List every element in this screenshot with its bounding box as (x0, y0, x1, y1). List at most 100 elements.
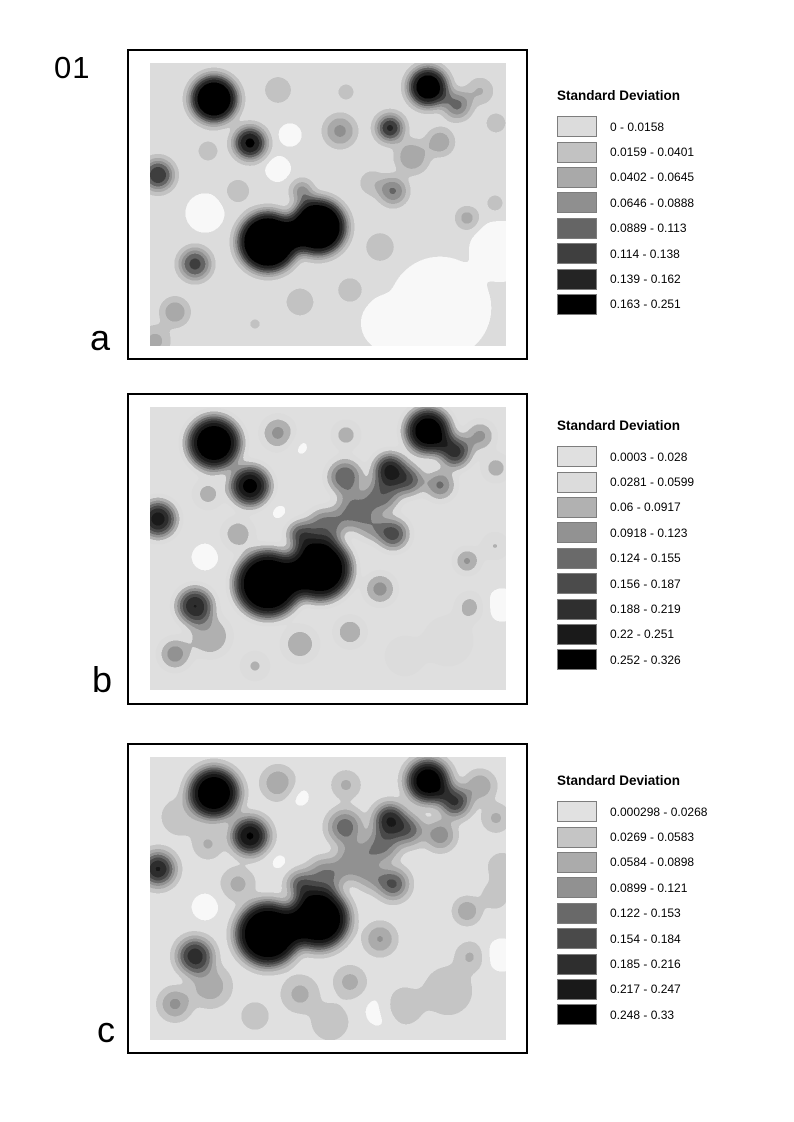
map-blob (289, 523, 311, 545)
map-frame-c (127, 743, 528, 1054)
map-blob (392, 260, 488, 346)
map-blob (150, 327, 169, 346)
map-blob (441, 788, 469, 816)
map-blob (223, 519, 253, 549)
legend-range-label: 0.217 - 0.247 (610, 982, 681, 997)
legend-row: 0.0918 - 0.123 (557, 520, 757, 545)
legend-swatch (557, 573, 597, 595)
panel-label-c: c (97, 1009, 115, 1050)
map-blob (424, 617, 472, 665)
legend-row: 0.185 - 0.216 (557, 951, 757, 976)
map-blob (189, 768, 239, 818)
map-blob (385, 636, 425, 676)
map-blob (485, 112, 506, 134)
legend-range-label: 0.0269 - 0.0583 (610, 830, 695, 845)
legend-swatch (557, 522, 597, 544)
legend-row: 0.000298 - 0.0268 (557, 799, 757, 824)
map-blob (234, 127, 266, 159)
legend-rows-c: 0.000298 - 0.0268 0.0269 - 0.0583 0.0584 -… (557, 799, 757, 1028)
panel-label-a: a (90, 317, 111, 358)
map-blob (237, 211, 299, 273)
legend-swatch (557, 649, 597, 671)
legend-range-label: 0.114 - 0.138 (610, 246, 680, 261)
map-blob (375, 455, 405, 485)
map-blob (162, 299, 188, 325)
legend-range-label: 0.122 - 0.153 (610, 906, 681, 921)
map-blob (325, 116, 355, 146)
legend-range-label: 0.0918 - 0.123 (610, 525, 688, 540)
map-blob (329, 461, 361, 493)
legend-swatch (557, 801, 597, 823)
map-blob (178, 939, 212, 973)
map-blob (427, 822, 453, 848)
legend-swatch (557, 496, 597, 518)
legend-row: 0.0899 - 0.121 (557, 875, 757, 900)
legend-swatch (557, 623, 597, 645)
legend-rows-a: 0 - 0.0158 0.0159 - 0.0401 0.0402 - 0.0645… (557, 114, 757, 317)
map-blob (457, 594, 483, 620)
legend-range-label: 0.06 - 0.0917 (610, 500, 681, 515)
map-blob (150, 502, 175, 536)
map-blob (336, 968, 364, 996)
stddev-map-a (150, 63, 506, 346)
map-blob (364, 297, 416, 346)
legend-swatch (557, 1004, 597, 1026)
map-blob (337, 843, 373, 879)
map-blob (334, 423, 358, 447)
legend-range-label: 0.154 - 0.184 (610, 931, 681, 946)
map-blob (310, 1002, 350, 1040)
map-blob (224, 177, 252, 205)
legend-swatch (557, 471, 597, 493)
legend-range-label: 0.0584 - 0.0898 (610, 855, 695, 870)
map-blob (366, 829, 398, 861)
map-blob (457, 901, 477, 921)
legend-range-label: 0.0646 - 0.0888 (610, 195, 695, 210)
legend-range-label: 0.139 - 0.162 (610, 272, 681, 287)
legend-row: 0.188 - 0.219 (557, 596, 757, 621)
map-blob (441, 438, 469, 466)
map-blob (243, 312, 267, 336)
legend-swatch (557, 268, 597, 290)
legend-swatch (557, 902, 597, 924)
legend-swatch (557, 166, 597, 188)
legend-range-label: 0.0281 - 0.0599 (610, 475, 695, 490)
map-blob (406, 409, 450, 453)
map-blob (178, 589, 212, 623)
map-blob (329, 811, 361, 843)
map-blob (444, 92, 470, 118)
legend-title-b: Standard Deviation (557, 418, 681, 433)
legend-swatch (557, 243, 597, 265)
legend-rows-b: 0.0003 - 0.028 0.0281 - 0.0599 0.06 - 0.09… (557, 444, 757, 673)
panel-label-b: b (92, 659, 113, 700)
legend-row: 0.122 - 0.153 (557, 901, 757, 926)
legend-row: 0.139 - 0.162 (557, 266, 757, 291)
map-blob (379, 520, 407, 548)
legend-row: 0.163 - 0.251 (557, 292, 757, 317)
map-blob (468, 79, 492, 103)
map-blob (263, 418, 293, 448)
map-blob (424, 967, 472, 1015)
map-blob (334, 773, 358, 797)
legend-title-a: Standard Deviation (557, 88, 681, 103)
map-blob (288, 785, 312, 809)
legend-b: Standard Deviation 0.0003 - 0.028 0.0281 … (557, 418, 757, 673)
stddev-map-b (150, 407, 506, 690)
map-blob (337, 493, 373, 529)
map-blob (360, 171, 384, 195)
map-blob (288, 435, 312, 459)
map-frame-a (127, 49, 528, 360)
map-blob (190, 542, 220, 572)
legend-row: 0.06 - 0.0917 (557, 495, 757, 520)
map-blob (190, 966, 230, 1006)
map-blob (150, 160, 173, 190)
map-blob (457, 944, 483, 970)
legend-range-label: 0 - 0.0158 (610, 119, 665, 134)
map-blob (428, 130, 452, 154)
map-blob (150, 853, 174, 885)
map-blob (161, 640, 189, 668)
map-blob (396, 141, 428, 173)
figure-number: 01 (54, 50, 91, 85)
map-blob (267, 158, 289, 180)
legend-row: 0.217 - 0.247 (557, 977, 757, 1002)
map-blob (484, 587, 506, 623)
